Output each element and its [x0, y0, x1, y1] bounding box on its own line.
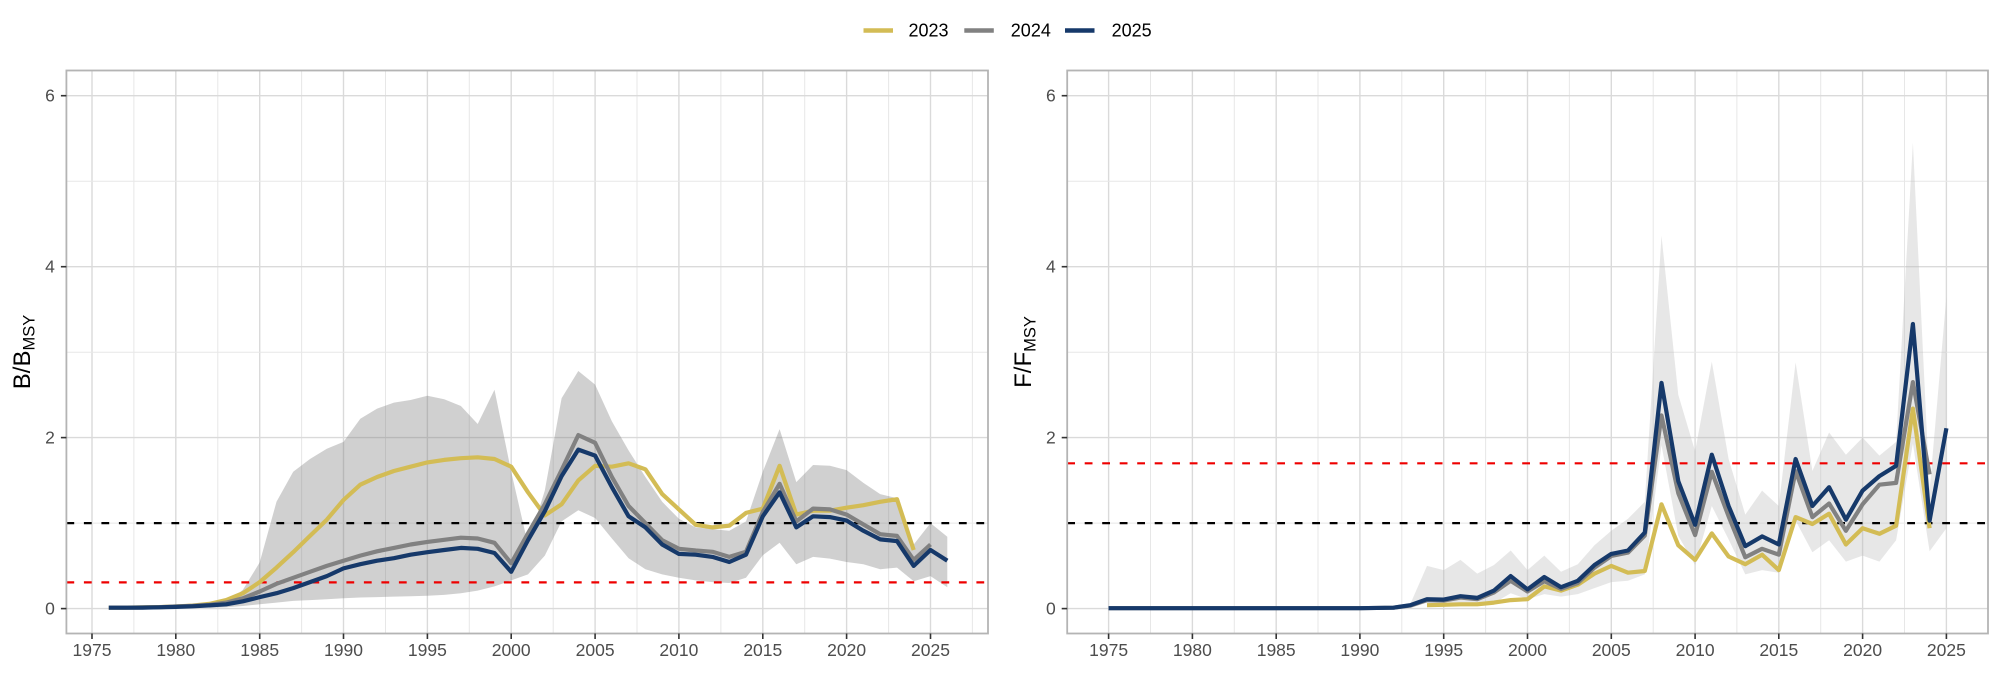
- svg-text:2024: 2024: [1011, 21, 1051, 41]
- svg-text:2010: 2010: [659, 640, 698, 660]
- svg-text:1985: 1985: [1257, 640, 1296, 660]
- svg-text:2: 2: [45, 428, 55, 448]
- svg-text:2020: 2020: [827, 640, 866, 660]
- svg-text:0: 0: [45, 599, 55, 619]
- svg-text:2023: 2023: [909, 21, 949, 41]
- svg-text:1995: 1995: [1424, 640, 1463, 660]
- svg-text:4: 4: [45, 257, 55, 277]
- svg-text:2010: 2010: [1676, 640, 1715, 660]
- svg-text:1985: 1985: [240, 640, 279, 660]
- svg-text:1995: 1995: [408, 640, 447, 660]
- svg-text:1990: 1990: [324, 640, 363, 660]
- svg-text:2015: 2015: [743, 640, 782, 660]
- svg-text:1975: 1975: [1089, 640, 1128, 660]
- svg-text:1980: 1980: [1173, 640, 1212, 660]
- svg-text:2015: 2015: [1759, 640, 1798, 660]
- svg-text:2000: 2000: [492, 640, 531, 660]
- svg-text:2: 2: [1046, 428, 1056, 448]
- svg-text:4: 4: [1046, 257, 1056, 277]
- svg-text:6: 6: [1046, 86, 1056, 106]
- svg-text:2020: 2020: [1843, 640, 1882, 660]
- svg-text:1980: 1980: [156, 640, 195, 660]
- svg-text:0: 0: [1046, 599, 1056, 619]
- svg-text:2000: 2000: [1508, 640, 1547, 660]
- svg-text:2025: 2025: [911, 640, 950, 660]
- svg-text:2005: 2005: [576, 640, 615, 660]
- svg-text:2005: 2005: [1592, 640, 1631, 660]
- svg-text:1975: 1975: [73, 640, 112, 660]
- svg-text:2025: 2025: [1112, 21, 1152, 41]
- svg-text:6: 6: [45, 86, 55, 106]
- svg-text:1990: 1990: [1340, 640, 1379, 660]
- svg-text:2025: 2025: [1927, 640, 1966, 660]
